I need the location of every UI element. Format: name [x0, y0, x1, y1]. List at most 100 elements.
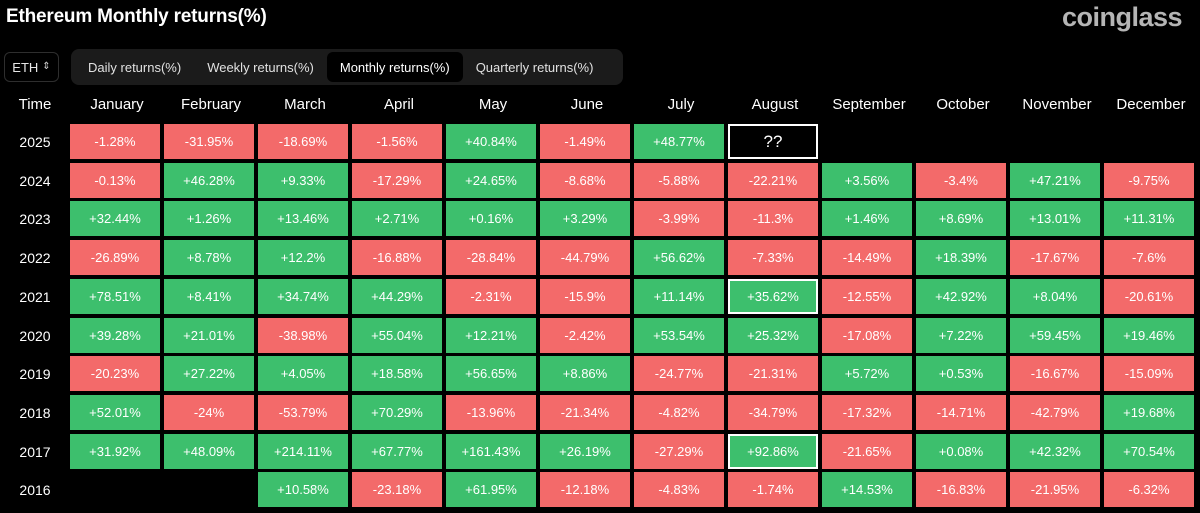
cell-2021-september: -12.55%	[822, 278, 912, 314]
cell-2022-december: -7.6%	[1104, 240, 1194, 276]
cell-2025-january: -1.28%	[70, 124, 160, 159]
cell-2016-july: -4.83%	[634, 472, 724, 508]
cell-2017-august: +92.86%	[728, 433, 818, 469]
cell-2020-august: +25.32%	[728, 317, 818, 353]
cell-2019-july: -24.77%	[634, 356, 724, 392]
column-header-october: October	[936, 95, 990, 113]
cell-2018-november: -42.79%	[1010, 394, 1100, 430]
cell-2019-august: -21.31%	[728, 356, 818, 392]
tab-weekly-returns[interactable]: Weekly returns(%)	[207, 59, 314, 75]
row-year-2025: 2025	[19, 134, 51, 150]
cell-2019-october: +0.53%	[916, 356, 1006, 392]
cell-2023-may: +0.16%	[446, 201, 536, 237]
cell-2020-december: +19.46%	[1104, 317, 1194, 353]
row-year-2017: 2017	[19, 443, 51, 460]
tab-quarterly-returns[interactable]: Quarterly returns(%)	[475, 59, 594, 75]
cell-2016-april: -23.18%	[352, 472, 442, 508]
cell-2017-december: +70.54%	[1104, 433, 1194, 469]
cell-2023-november: +13.01%	[1010, 201, 1100, 237]
cell-2023-september: +1.46%	[822, 201, 912, 237]
cell-2019-december: -15.09%	[1104, 356, 1194, 392]
cell-2017-july: -27.29%	[634, 433, 724, 469]
cell-2020-january: +39.28%	[70, 317, 160, 353]
row-year-2022: 2022	[19, 250, 51, 267]
cell-2022-august: -7.33%	[728, 240, 818, 276]
cell-2020-october: +7.22%	[916, 317, 1006, 353]
cell-2016-march: +10.58%	[258, 472, 348, 508]
row-year-2018: 2018	[19, 404, 51, 421]
cell-2017-february: +48.09%	[164, 433, 254, 469]
cell-2016-october: -16.83%	[916, 472, 1006, 508]
cell-2016-may: +61.95%	[446, 472, 536, 508]
cell-2024-june: -8.68%	[540, 162, 630, 198]
cell-2018-august: -34.79%	[728, 394, 818, 430]
row-year-2020: 2020	[19, 327, 51, 344]
cell-2019-november: -16.67%	[1010, 356, 1100, 392]
cell-2021-june: -15.9%	[540, 278, 630, 314]
cell-2017-january: +31.92%	[70, 433, 160, 469]
cell-2018-july: -4.82%	[634, 394, 724, 430]
cell-2019-february: +27.22%	[164, 356, 254, 392]
cell-2023-october: +8.69%	[916, 201, 1006, 237]
cell-2021-april: +44.29%	[352, 278, 442, 314]
cell-2020-july: +53.54%	[634, 317, 724, 353]
cell-2020-april: +55.04%	[352, 317, 442, 353]
cell-2022-may: -28.84%	[446, 240, 536, 276]
cell-2016-august: -1.74%	[728, 472, 818, 508]
cell-2019-january: -20.23%	[70, 356, 160, 392]
cell-2021-may: -2.31%	[446, 278, 536, 314]
cell-2019-june: +8.86%	[540, 356, 630, 392]
cell-2017-june: +26.19%	[540, 433, 630, 469]
returns-tab-bar: Daily returns(%) Weekly returns(%) Month…	[71, 49, 623, 85]
column-header-may: May	[478, 95, 508, 113]
cell-2017-september: -21.65%	[822, 433, 912, 469]
cell-2025-may: +40.84%	[446, 124, 536, 159]
cell-2024-may: +24.65%	[446, 162, 536, 198]
cell-2024-december: -9.75%	[1104, 162, 1194, 198]
cell-2023-august: -11.3%	[728, 201, 818, 237]
cell-2021-february: +8.41%	[164, 278, 254, 314]
cell-2016-december: -6.32%	[1104, 472, 1194, 508]
column-header-february: February	[180, 95, 242, 113]
cell-2021-august: +35.62%	[728, 278, 818, 314]
cell-2025-april: -1.56%	[352, 124, 442, 159]
tab-monthly-returns[interactable]: Monthly returns(%)	[326, 52, 463, 82]
cell-2022-september: -14.49%	[822, 240, 912, 276]
cell-2018-may: -13.96%	[446, 394, 536, 430]
cell-2017-may: +161.43%	[446, 433, 536, 469]
cell-2019-may: +56.65%	[446, 356, 536, 392]
column-header-november: November	[1022, 95, 1092, 113]
cell-2022-february: +8.78%	[164, 240, 254, 276]
column-header-august: August	[751, 95, 799, 113]
cell-2019-march: +4.05%	[258, 356, 348, 392]
cell-2020-may: +12.21%	[446, 317, 536, 353]
cell-2023-july: -3.99%	[634, 201, 724, 237]
asset-selector[interactable]: ETH ⇕	[4, 52, 59, 82]
cell-2018-february: -24%	[164, 394, 254, 430]
cell-2022-july: +56.62%	[634, 240, 724, 276]
cell-2024-april: -17.29%	[352, 162, 442, 198]
cell-2017-march: +214.11%	[258, 433, 348, 469]
cell-2020-june: -2.42%	[540, 317, 630, 353]
row-year-2024: 2024	[19, 172, 51, 189]
cell-2016-june: -12.18%	[540, 472, 630, 508]
cell-2025-june: -1.49%	[540, 124, 630, 159]
cell-2021-november: +8.04%	[1010, 278, 1100, 314]
column-header-july: July	[667, 95, 695, 113]
column-header-april: April	[383, 95, 414, 113]
cell-2016-november: -21.95%	[1010, 472, 1100, 508]
row-year-2016: 2016	[19, 482, 51, 499]
cell-2018-september: -17.32%	[822, 394, 912, 430]
cell-2018-june: -21.34%	[540, 394, 630, 430]
tab-daily-returns[interactable]: Daily returns(%)	[88, 59, 182, 75]
cell-2023-april: +2.71%	[352, 201, 442, 237]
cell-2023-january: +32.44%	[70, 201, 160, 237]
cell-2021-july: +11.14%	[634, 278, 724, 314]
cell-2017-april: +67.77%	[352, 433, 442, 469]
cell-2024-october: -3.4%	[916, 162, 1006, 198]
row-year-2023: 2023	[19, 211, 51, 228]
column-header-march: March	[284, 95, 326, 113]
column-header-september: September	[832, 95, 906, 113]
cell-2021-january: +78.51%	[70, 278, 160, 314]
chevron-up-down-icon: ⇕	[42, 61, 51, 72]
